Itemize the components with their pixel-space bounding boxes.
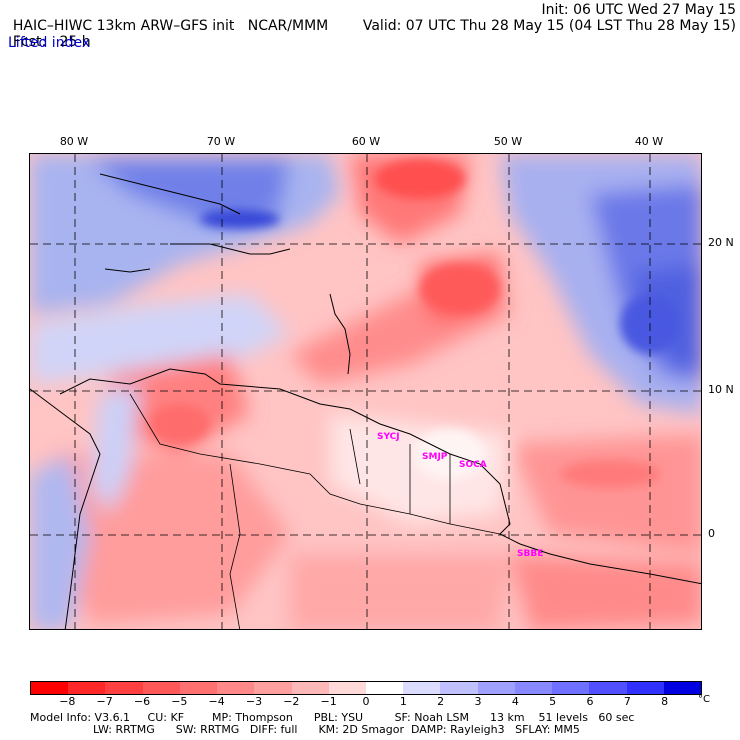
lon-label-70w: 70 W [206, 135, 236, 148]
colorbar-segment [552, 682, 590, 694]
colorbar-tick-label: −8 [59, 695, 76, 708]
colorbar-tick-label: 3 [474, 695, 482, 708]
colorbar-tick-label: 8 [661, 695, 669, 708]
colorbar-segment [31, 682, 69, 694]
colorbar-tick-label: −5 [171, 695, 188, 708]
lat-lon-grid [30, 154, 701, 629]
colorbar [30, 681, 702, 695]
colorbar-segment [626, 682, 664, 694]
valid-time: Valid: 07 UTC Thu 28 May 15 (04 LST Thu … [362, 18, 736, 34]
station-sbbe: SBBE [517, 549, 544, 559]
colorbar-segment [589, 682, 627, 694]
field-detail [150, 159, 680, 488]
station-soca: SOCA [459, 460, 487, 470]
model-info-line2: LW: RRTMG SW: RRTMG DIFF: full KM: 2D Sm… [30, 723, 580, 736]
colorbar-segment [105, 682, 143, 694]
map-panel [29, 153, 702, 630]
colorbar-tick-label: −6 [133, 695, 151, 708]
colorbar-segment [663, 682, 701, 694]
colorbar-tick-label: 7 [623, 695, 631, 708]
org-name: NCAR/MMM [247, 18, 329, 34]
model-info-line1: Model Info: V3.6.1 CU: KF MP: Thompson P… [30, 711, 635, 724]
lon-label-60w: 60 W [351, 135, 381, 148]
lat-label-equator: 0 [708, 527, 715, 540]
country-borders [129, 393, 501, 629]
colorbar-segment [142, 682, 180, 694]
lat-label-10n: 10 N [708, 383, 734, 396]
colorbar-segment [254, 682, 292, 694]
colorbar-tick-label: 4 [511, 695, 519, 708]
colorbar-tick-label: −2 [283, 695, 300, 708]
colorbar-segment [365, 682, 404, 694]
colorbar-tick-label: 1 [399, 695, 407, 708]
forecast-hour: Fcst: 25 h [4, 18, 91, 50]
field-shading [30, 154, 701, 629]
lat-label-20n: 20 N [708, 236, 734, 249]
colorbar-segment [440, 682, 478, 694]
lon-label-80w: 80 W [59, 135, 89, 148]
colorbar-tick-label: −4 [208, 695, 225, 708]
colorbar-tick-label: 5 [549, 695, 557, 708]
lon-label-40w: 40 W [634, 135, 664, 148]
colorbar-segment [291, 682, 329, 694]
init-time: Init: 06 UTC Wed 27 May 15 [541, 2, 736, 18]
colorbar-segment [68, 682, 106, 694]
colorbar-tick-label: 2 [437, 695, 445, 708]
fcst-value: 25 h [59, 34, 91, 50]
model-name: HAIC–HIWC 13km ARW–GFS init [12, 18, 235, 34]
colorbar-unit: °C [698, 694, 710, 705]
colorbar-tick-label: 0 [362, 695, 370, 708]
station-smjp: SMJP [422, 452, 448, 462]
fcst-label: Fcst: [12, 34, 47, 50]
colorbar-tick-label: 6 [586, 695, 594, 708]
colorbar-tick-label: −1 [320, 695, 337, 708]
colorbar-segment [217, 682, 255, 694]
field-name: Lifted index [8, 35, 91, 51]
colorbar-segment [514, 682, 553, 694]
model-title: HAIC–HIWC 13km ARW–GFS init NCAR/MMM [4, 2, 328, 34]
colorbar-segment [179, 682, 218, 694]
lon-label-50w: 50 W [493, 135, 523, 148]
colorbar-tick-label: −3 [245, 695, 263, 708]
lifted-index-map [30, 154, 701, 629]
station-sycj: SYCJ [377, 432, 400, 442]
colorbar-tick-label: −7 [96, 695, 113, 708]
colorbar-segment [477, 682, 515, 694]
colorbar-segment [328, 682, 366, 694]
colorbar-segment [403, 682, 441, 694]
coastlines [30, 173, 701, 629]
